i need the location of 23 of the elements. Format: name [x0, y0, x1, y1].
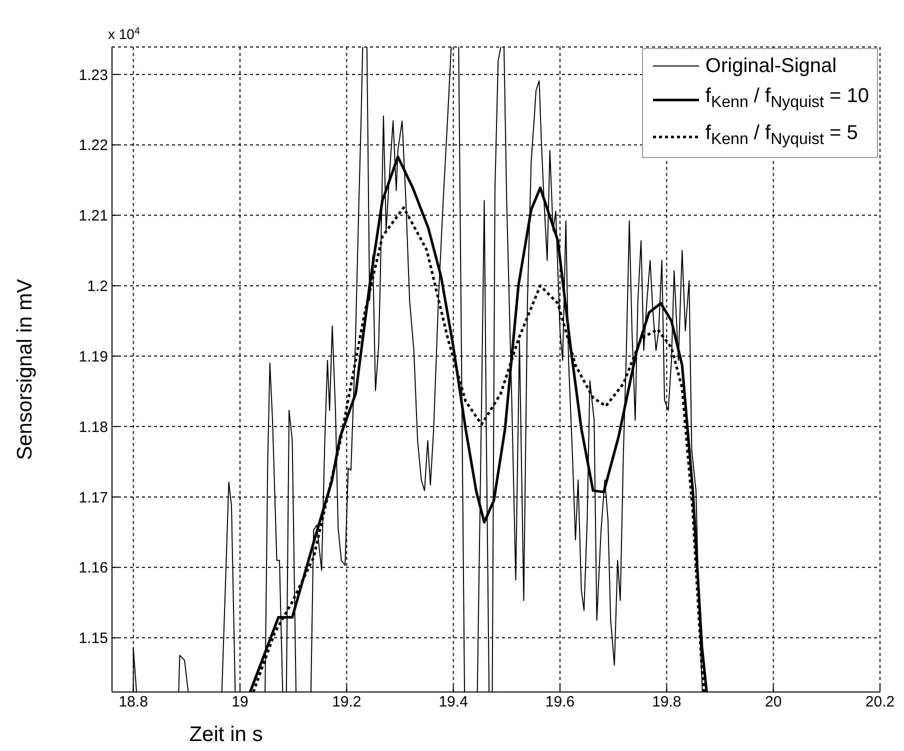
text: x 10$^{4}$ — [108, 26, 140, 42]
x-tick-label: 19.8 — [652, 694, 682, 711]
y-tick-label: 1.15 — [78, 630, 108, 648]
y-tick-label: 1.17 — [78, 489, 108, 506]
y-tick-label: 1.22 — [78, 137, 108, 154]
y-tick-label: 1.19 — [78, 348, 108, 366]
x-tick-label: 19.4 — [438, 694, 468, 711]
y-tick-label: 1.16 — [78, 560, 108, 577]
legend-label: f$_{Kenn}$ / f$_{Nyquist}$ = 5 — [705, 122, 858, 148]
x-tick-label: 18.8 — [118, 694, 148, 711]
y-tick-label: 1.18 — [78, 418, 108, 436]
y-tick-label: 1.2 — [87, 278, 108, 296]
y-axis-title: Sensorsignal in mV — [13, 279, 36, 460]
x-tick-label: 19.2 — [332, 694, 362, 711]
legend-label: Original-Signal — [705, 55, 837, 77]
x-tick-label: 20 — [764, 694, 782, 711]
legend-label: f$_{Kenn}$ / f$_{Nyquist}$ = 10 — [705, 85, 869, 111]
x-tick-label: 20.2 — [865, 694, 895, 711]
y-tick-label: 1.21 — [78, 208, 108, 225]
x-axis-title: Zeit in s — [189, 723, 263, 746]
y-tick-label: 1.23 — [78, 66, 108, 84]
x-tick-label: 19.6 — [545, 694, 575, 711]
x-tick-label: 19 — [232, 694, 248, 711]
